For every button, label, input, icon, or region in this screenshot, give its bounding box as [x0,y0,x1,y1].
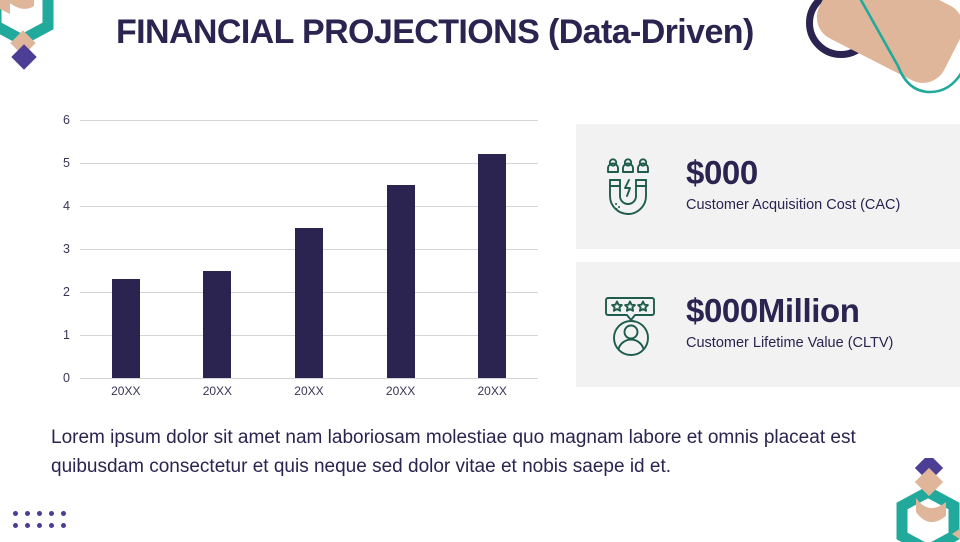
chart-x-labels: 20XX 20XX 20XX 20XX 20XX [80,384,538,398]
magnet-customers-icon [607,157,649,215]
x-axis-label: 20XX [385,384,416,398]
bar-slot [357,120,445,378]
x-axis-label: 20XX [202,384,233,398]
grid-dot [25,523,30,528]
stat-value: $000Million [686,291,860,329]
chart-bar [386,184,415,378]
y-axis-tick: 6 [63,113,70,127]
chart-bar [478,154,507,378]
y-axis-tick: 5 [63,156,70,170]
grid-dot [49,511,54,516]
gridline [80,206,538,207]
stat-label: Customer Lifetime Value (CLTV) [686,334,894,351]
grid-dot [25,511,30,516]
grid-dot [37,511,42,516]
brand-hexagon-logo-top-left [0,0,54,70]
grid-dot [13,523,18,528]
customer-rating-avatar-icon [605,296,655,356]
gridline [80,120,538,121]
x-axis-label: 20XX [294,384,324,398]
purple-dot-grid [13,511,73,535]
stat-card-cac: $000 Customer Acquisition Cost (CAC) [576,124,960,249]
bar-slot [265,120,353,378]
grid-dot [37,523,42,528]
bar-chart: 6 5 4 3 2 1 0 20XX 20XX 20XX 20XX 20XX [48,113,538,405]
y-axis-tick: 3 [63,242,70,256]
gridline [80,163,538,164]
chart-bar [111,279,140,378]
stat-card-text: $000Million Customer Lifetime Value (CLT… [686,291,894,356]
stat-label: Customer Acquisition Cost (CAC) [686,196,901,213]
chart-bars [80,120,538,378]
stat-value: $000 [686,153,758,191]
bar-slot [448,120,536,378]
bar-slot [82,120,170,378]
stat-card-cltv: $000Million Customer Lifetime Value (CLT… [576,262,960,387]
gridline [80,378,538,379]
grid-dot [49,523,54,528]
x-axis-label: 20XX [111,384,141,398]
grid-dot [61,523,66,528]
bar-slot [173,120,261,378]
grid-dot [61,511,66,516]
y-axis-tick: 4 [63,199,70,213]
x-axis-label: 20XX [477,384,507,398]
brand-hexagon-logo-bottom-right [896,458,960,542]
chart-bar [294,227,323,378]
stat-card-text: $000 Customer Acquisition Cost (CAC) [686,153,901,218]
y-axis-tick: 2 [63,285,70,299]
y-axis-tick: 0 [63,371,70,385]
y-axis-tick: 1 [63,328,70,342]
body-paragraph: Lorem ipsum dolor sit amet nam laboriosa… [51,427,856,477]
grid-dot [13,511,18,516]
chart-bar [203,270,232,378]
page-title: FINANCIAL PROJECTIONS (Data-Driven) [116,13,754,51]
